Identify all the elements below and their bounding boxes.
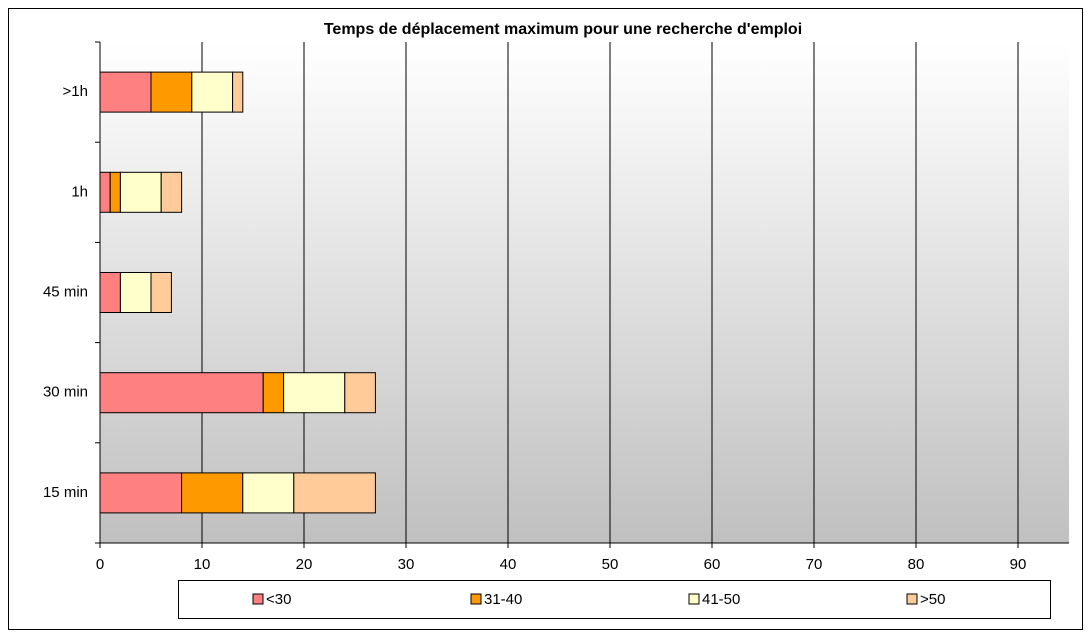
bar-segment bbox=[99, 171, 111, 213]
bar-segment bbox=[191, 71, 234, 113]
bar-segment bbox=[99, 372, 264, 414]
legend-label: 31-40 bbox=[484, 591, 522, 608]
legend-swatch bbox=[470, 593, 482, 605]
bar-segment bbox=[150, 71, 193, 113]
legend-label: 41-50 bbox=[702, 591, 740, 608]
chart-title: Temps de déplacement maximum pour une re… bbox=[324, 21, 802, 38]
bar-segment bbox=[232, 71, 244, 113]
legend-box bbox=[178, 580, 1051, 619]
bar-segment bbox=[293, 472, 376, 514]
x-tick-label: 50 bbox=[602, 556, 619, 573]
x-tick-label: 0 bbox=[96, 556, 104, 573]
bar-segment bbox=[99, 472, 183, 514]
legend-label: >50 bbox=[920, 591, 945, 608]
legend-label: <30 bbox=[266, 591, 291, 608]
x-tick-label: 20 bbox=[296, 556, 313, 573]
x-tick-label: 40 bbox=[500, 556, 517, 573]
bar-segment bbox=[283, 372, 346, 414]
bar-segment bbox=[262, 372, 285, 414]
x-tick-label: 10 bbox=[194, 556, 211, 573]
legend-swatch bbox=[252, 593, 264, 605]
y-tick-label: >1h bbox=[63, 83, 88, 100]
y-tick-label: 15 min bbox=[43, 484, 88, 501]
bar-segment bbox=[242, 472, 295, 514]
x-tick-label: 30 bbox=[398, 556, 415, 573]
x-tick-label: 80 bbox=[908, 556, 925, 573]
legend-swatch bbox=[906, 593, 918, 605]
x-tick-label: 90 bbox=[1010, 556, 1027, 573]
bar-segment bbox=[160, 171, 183, 213]
x-tick-label: 70 bbox=[806, 556, 823, 573]
y-tick-label: 1h bbox=[71, 183, 88, 200]
bar-segment bbox=[109, 171, 121, 213]
y-tick-label: 30 min bbox=[43, 384, 88, 401]
bar-segment bbox=[119, 171, 162, 213]
y-tick-label: 45 min bbox=[43, 283, 88, 300]
bar-segment bbox=[150, 272, 172, 313]
plot-area bbox=[100, 42, 1069, 543]
bar-segment bbox=[99, 71, 152, 113]
bar-segment bbox=[99, 272, 121, 313]
x-tick-label: 60 bbox=[704, 556, 721, 573]
bar-segment bbox=[181, 472, 244, 514]
bar-segment bbox=[344, 372, 376, 414]
bar-segment bbox=[119, 272, 152, 313]
legend-swatch bbox=[688, 593, 700, 605]
